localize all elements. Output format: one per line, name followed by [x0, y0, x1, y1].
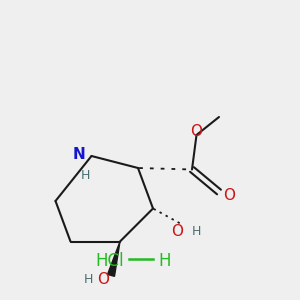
Polygon shape	[107, 242, 120, 276]
Text: HCl: HCl	[95, 252, 124, 270]
Text: H: H	[158, 252, 171, 270]
Text: H: H	[191, 225, 201, 238]
Text: O: O	[98, 272, 110, 287]
Text: N: N	[72, 147, 85, 162]
Text: H: H	[81, 169, 90, 182]
Text: O: O	[224, 188, 236, 203]
Text: H: H	[84, 273, 93, 286]
Text: O: O	[172, 224, 184, 239]
Text: O: O	[190, 124, 202, 139]
